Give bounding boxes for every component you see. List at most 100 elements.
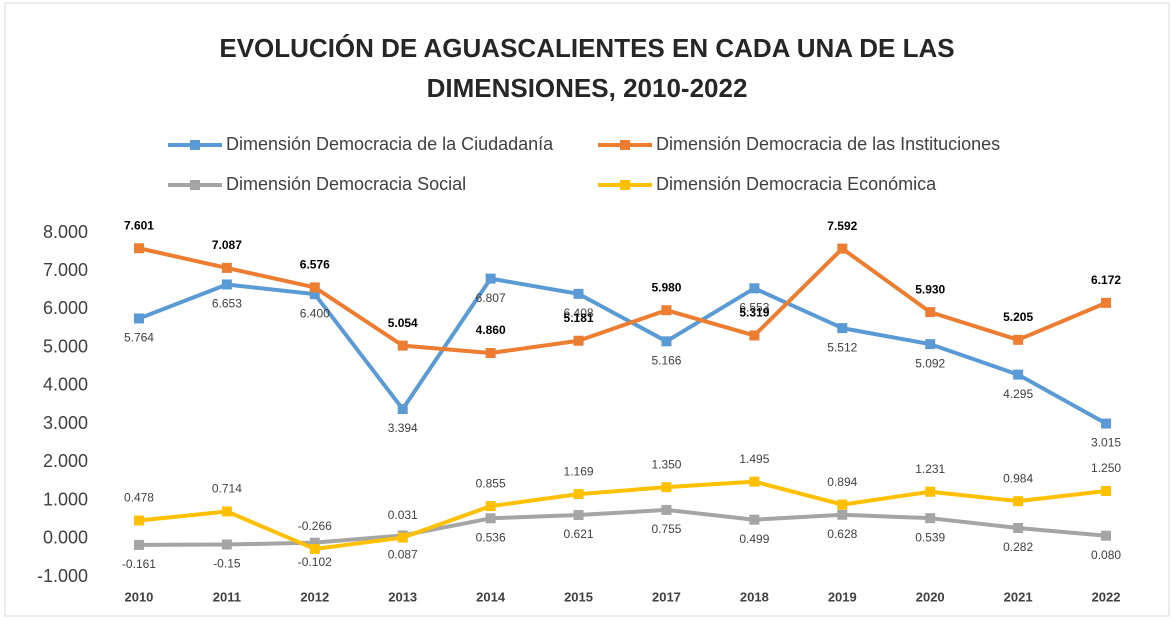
data-label: 0.539 (915, 530, 945, 544)
data-label: 0.894 (827, 475, 857, 489)
data-label: 0.478 (124, 491, 154, 505)
data-label: 6.408 (564, 306, 594, 320)
marker (221, 539, 232, 550)
marker (1101, 297, 1112, 308)
data-label: 7.601 (124, 218, 154, 232)
data-label: 0.080 (1091, 548, 1121, 562)
chart-title: DIMENSIONES, 2010-2022 (427, 73, 748, 103)
data-label: 0.628 (827, 527, 857, 541)
data-label: 5.092 (915, 356, 945, 370)
marker (1101, 530, 1112, 541)
data-label: 4.860 (476, 323, 506, 337)
marker (1101, 486, 1112, 496)
marker (661, 336, 672, 347)
marker (309, 543, 320, 554)
marker (749, 476, 760, 487)
marker (837, 499, 848, 510)
y-tick-label: 4.000 (43, 375, 88, 395)
data-label: 0.031 (388, 508, 418, 522)
data-label: 6.653 (212, 297, 242, 311)
marker (485, 501, 496, 512)
y-tick-label: 8.000 (43, 222, 88, 242)
data-label: 1.231 (915, 462, 945, 476)
legend-label: Dimensión Democracia Social (226, 174, 466, 194)
x-tick-label: 2012 (300, 589, 329, 604)
marker (309, 282, 320, 293)
marker (925, 339, 936, 350)
x-tick-label: 2021 (1004, 589, 1033, 604)
data-label: 5.930 (915, 282, 945, 296)
data-label: 7.087 (212, 238, 242, 252)
data-label: 6.576 (300, 258, 330, 272)
marker (837, 323, 848, 334)
data-label: 5.166 (651, 353, 681, 367)
data-label: 7.592 (827, 219, 857, 233)
data-label: 5.181 (564, 311, 594, 325)
marker (573, 288, 584, 299)
legend-label: Dimensión Democracia Económica (656, 174, 937, 194)
y-tick-label: 2.000 (43, 451, 88, 471)
marker (221, 279, 232, 290)
legend-label: Dimensión Democracia de las Institucione… (656, 134, 1000, 154)
marker (1013, 369, 1024, 380)
series-line (138, 246, 1107, 356)
y-tick-label: -1.000 (37, 566, 88, 586)
series-line (138, 276, 1108, 426)
series-line (138, 479, 1107, 551)
marker (397, 532, 408, 543)
data-label: 1.169 (564, 464, 594, 478)
x-tick-label: 2022 (1092, 589, 1121, 604)
x-tick-label: 2010 (124, 589, 153, 604)
data-label: 0.499 (739, 532, 769, 546)
y-tick-label: 7.000 (43, 260, 88, 280)
marker (749, 330, 760, 341)
marker (573, 335, 584, 346)
marker (309, 537, 320, 548)
marker (485, 513, 496, 524)
x-tick-label: 2019 (828, 589, 857, 604)
marker (1101, 418, 1112, 429)
x-tick-label: 2013 (388, 589, 417, 604)
legend-marker (620, 180, 630, 190)
marker (1013, 496, 1024, 507)
marker (133, 515, 144, 526)
y-tick-label: 3.000 (43, 413, 88, 433)
data-label: 0.282 (1003, 540, 1033, 554)
marker (573, 510, 584, 521)
data-label: 0.621 (564, 527, 594, 541)
x-tick-label: 2020 (916, 589, 945, 604)
data-label: 6.807 (476, 291, 506, 305)
marker (397, 404, 408, 415)
marker (749, 283, 760, 294)
data-label: -0.266 (298, 519, 332, 533)
data-label: 3.394 (388, 421, 418, 435)
data-label: 3.015 (1091, 436, 1121, 450)
marker (837, 509, 848, 520)
marker (221, 262, 232, 273)
chart-title: EVOLUCIÓN DE AGUASCALIENTES EN CADA UNA … (219, 33, 954, 63)
legend-marker (620, 140, 630, 150)
marker (1013, 334, 1024, 345)
data-label: -0.102 (298, 555, 332, 569)
marker (925, 513, 936, 524)
data-label: 5.205 (1003, 310, 1033, 324)
x-tick-label: 2014 (476, 589, 506, 604)
marker (221, 506, 232, 517)
marker (661, 305, 672, 316)
marker (133, 539, 144, 550)
data-label: 0.087 (388, 548, 418, 562)
data-label: 0.755 (651, 522, 681, 536)
data-label: -0.15 (213, 557, 241, 571)
marker (1013, 522, 1024, 533)
data-label: 6.172 (1091, 273, 1121, 287)
data-label: 5.054 (388, 316, 418, 330)
y-tick-label: 1.000 (43, 489, 88, 509)
marker (485, 348, 496, 359)
data-label: 6.400 (300, 306, 330, 320)
marker (133, 243, 144, 254)
legend-marker (190, 140, 200, 150)
marker (749, 514, 760, 525)
x-tick-label: 2017 (652, 589, 681, 604)
marker (661, 482, 672, 493)
data-label: 5.980 (651, 280, 681, 294)
